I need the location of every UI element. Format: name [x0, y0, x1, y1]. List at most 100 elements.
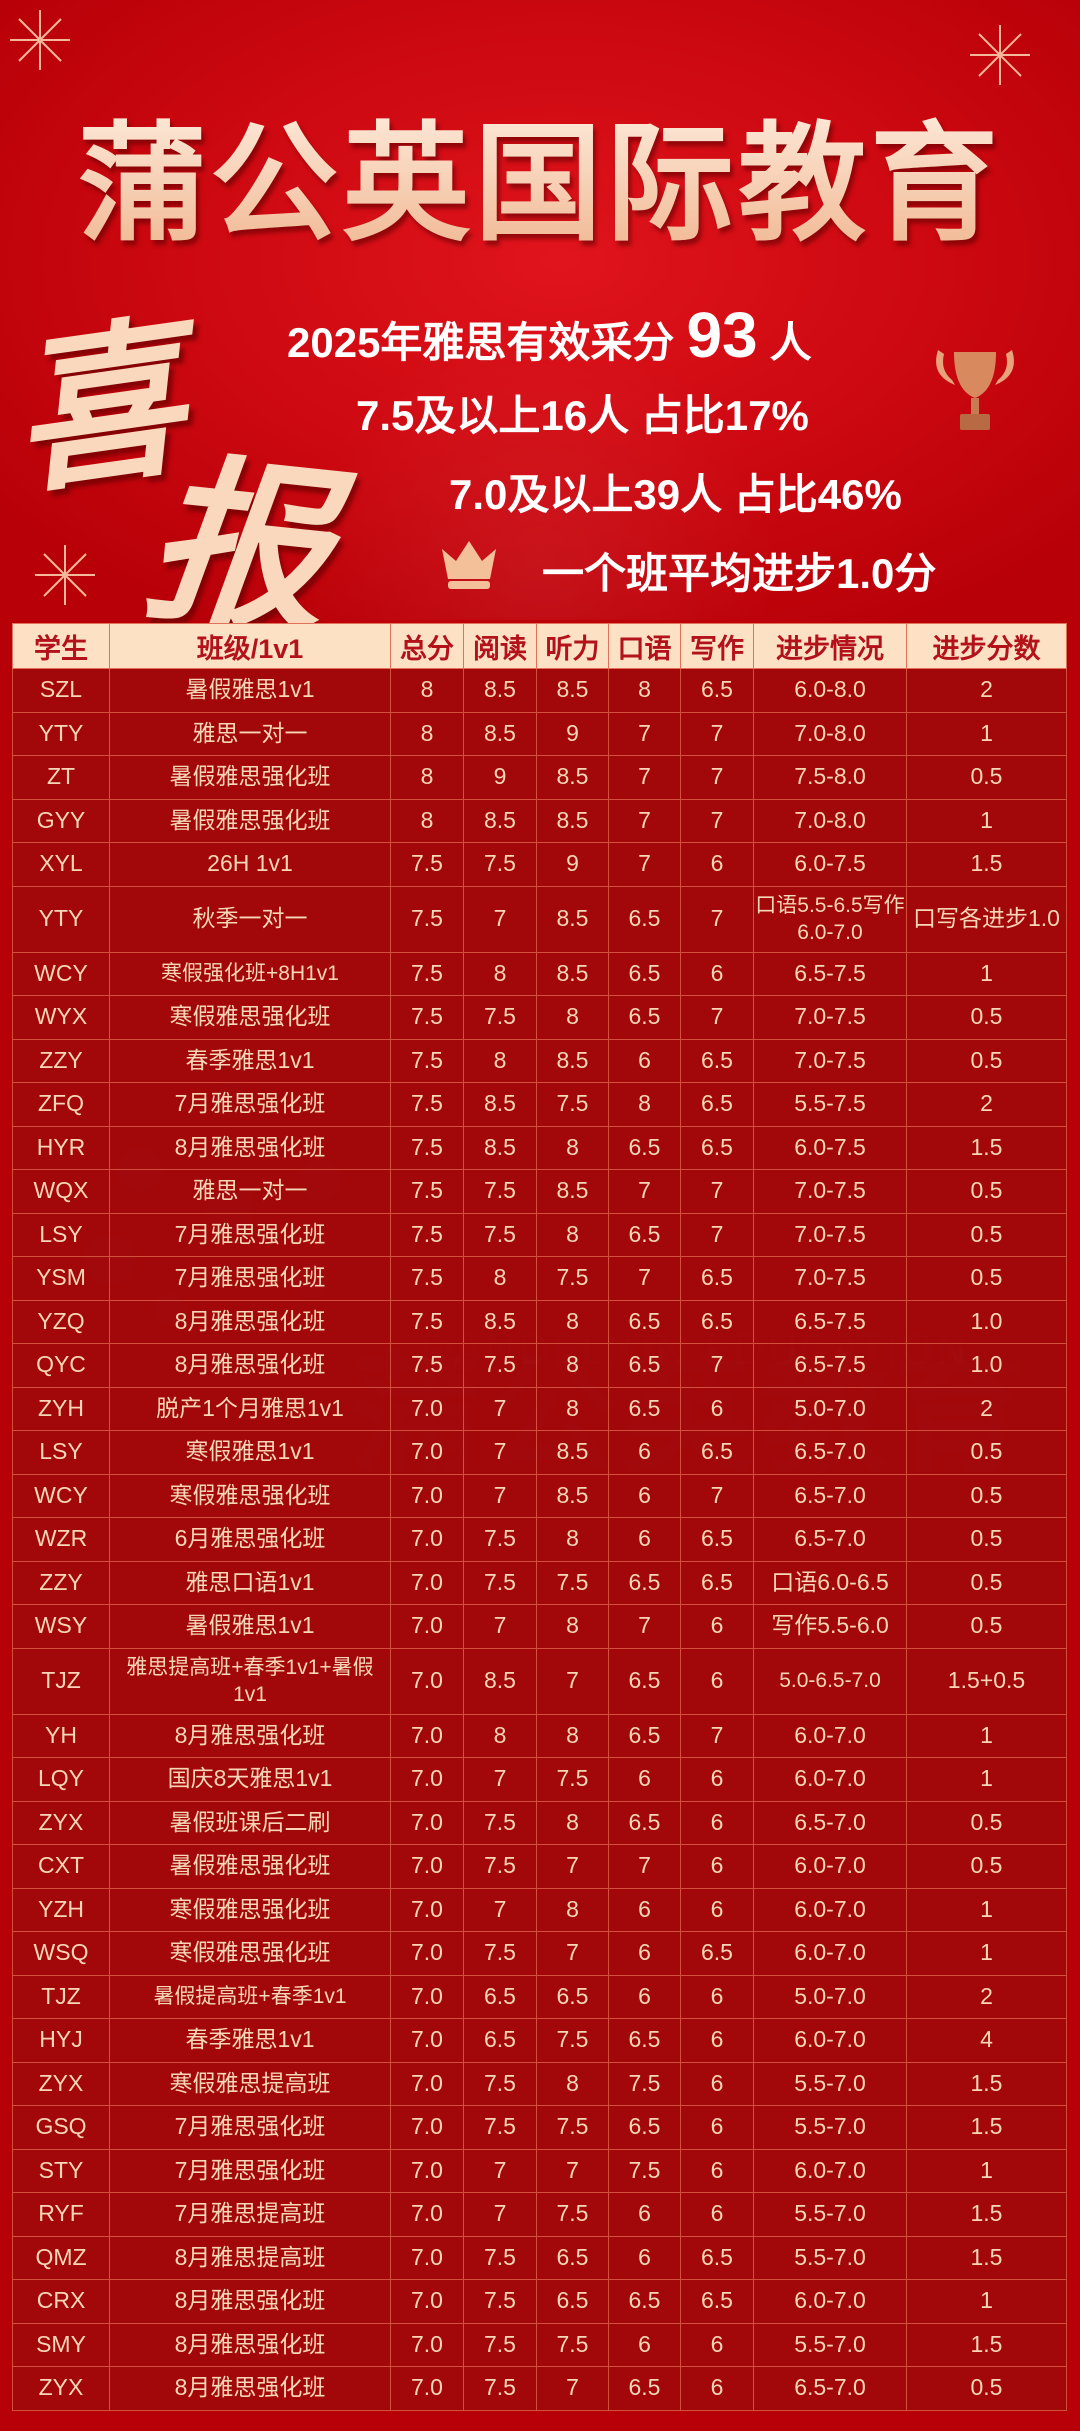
cell-reading: 7	[463, 2192, 537, 2237]
table-row: HYJ 春季雅思1v1 7.0 6.5 7.5 6.5 6 6.0-7.0 4	[12, 2018, 1067, 2063]
cell-speaking: 6	[608, 2322, 681, 2367]
cell-progress-points: 1	[906, 951, 1067, 996]
cell-reading: 7.5	[463, 1844, 537, 1889]
crown-icon	[442, 541, 496, 589]
cell-student: CRX	[12, 2279, 110, 2324]
cell-listening: 7.5	[536, 1082, 609, 1127]
cell-progress-points: 1.5+0.5	[906, 1647, 1067, 1715]
cell-speaking: 6	[608, 1473, 681, 1518]
cell-total: 7.0	[390, 2148, 464, 2193]
cell-total: 7.0	[390, 1604, 464, 1649]
cell-reading: 7.5	[463, 2322, 537, 2367]
cell-reading: 8.5	[463, 711, 537, 756]
cell-class: 8月雅思强化班	[109, 2279, 391, 2324]
cell-class: 26H 1v1	[109, 842, 391, 887]
cell-progress-points: 0.5	[906, 1560, 1067, 1605]
cell-student: GSQ	[12, 2105, 110, 2150]
cell-progress-range: 6.0-7.0	[753, 1757, 907, 1802]
cell-progress-range: 5.5-7.0	[753, 2322, 907, 2367]
cell-writing: 6.5	[680, 1430, 754, 1475]
cell-speaking: 7	[608, 1844, 681, 1889]
trophy-icon	[936, 350, 1014, 430]
cell-student: ZZY	[12, 1038, 110, 1083]
cell-progress-points: 0.5	[906, 1038, 1067, 1083]
cell-writing: 6	[680, 2148, 754, 2193]
cell-writing: 6.5	[680, 2235, 754, 2280]
cell-progress-points: 1	[906, 711, 1067, 756]
cell-listening: 7.5	[536, 1560, 609, 1605]
cell-class: 7月雅思强化班	[109, 1256, 391, 1301]
cell-listening: 7.5	[536, 2105, 609, 2150]
cell-progress-range: 7.0-7.5	[753, 995, 907, 1040]
cell-listening: 8	[536, 1887, 609, 1932]
cell-speaking: 7	[608, 711, 681, 756]
table-row: YZH 寒假雅思强化班 7.0 7 8 6 6 6.0-7.0 1	[12, 1887, 1067, 1932]
cell-class: 暑假雅思强化班	[109, 1844, 391, 1889]
cell-writing: 6.5	[680, 668, 754, 713]
cell-listening: 6.5	[536, 2279, 609, 2324]
table-row: QYC 8月雅思强化班 7.5 7.5 8 6.5 7 6.5-7.5 1.0	[12, 1343, 1067, 1388]
stat-total-prefix: 2025年雅思有效采分	[287, 319, 675, 366]
cell-writing: 6.5	[680, 1299, 754, 1344]
cell-class: 雅思提高班+春季1v1+暑假1v1	[109, 1647, 391, 1715]
cell-speaking: 7	[608, 1256, 681, 1301]
cell-total: 7.5	[390, 1256, 464, 1301]
cell-total: 7.0	[390, 1713, 464, 1758]
cell-class: 7月雅思提高班	[109, 2192, 391, 2237]
cell-reading: 8.5	[463, 798, 537, 843]
cell-progress-points: 2	[906, 1082, 1067, 1127]
cell-student: ZYX	[12, 2366, 110, 2411]
cell-progress-range: 6.0-7.0	[753, 2018, 907, 2063]
cell-listening: 8.5	[536, 1430, 609, 1475]
cell-speaking: 6	[608, 1931, 681, 1976]
cell-reading: 8	[463, 1256, 537, 1301]
cell-progress-points: 1.5	[906, 1125, 1067, 1170]
cell-progress-points: 1	[906, 2148, 1067, 2193]
cell-progress-points: 1	[906, 2279, 1067, 2324]
table-row: ZYX 暑假班课后二刷 7.0 7.5 8 6.5 6 6.5-7.0 0.5	[12, 1800, 1067, 1845]
cell-progress-points: 口写各进步1.0	[906, 885, 1067, 953]
cell-listening: 8.5	[536, 1473, 609, 1518]
cell-class: 雅思一对一	[109, 711, 391, 756]
cell-reading: 7.5	[463, 2366, 537, 2411]
cell-progress-range: 6.5-7.5	[753, 1343, 907, 1388]
column-header-speaking: 口语	[608, 623, 681, 669]
cell-student: WCY	[12, 951, 110, 996]
table-row: WSQ 寒假雅思强化班 7.0 7.5 7 6 6.5 6.0-7.0 1	[12, 1931, 1067, 1976]
cell-speaking: 6	[608, 1517, 681, 1562]
cell-total: 7.5	[390, 1125, 464, 1170]
cell-listening: 7.5	[536, 2018, 609, 2063]
cell-writing: 6.5	[680, 1125, 754, 1170]
column-header-total: 总分	[390, 623, 464, 669]
cell-total: 8	[390, 798, 464, 843]
cell-reading: 7	[463, 1430, 537, 1475]
cell-progress-points: 0.5	[906, 1604, 1067, 1649]
cell-writing: 6.5	[680, 1082, 754, 1127]
firework-icon	[35, 545, 95, 605]
cell-listening: 7.5	[536, 1757, 609, 1802]
cell-writing: 6	[680, 2061, 754, 2106]
cell-reading: 6.5	[463, 2018, 537, 2063]
cell-reading: 7.5	[463, 1517, 537, 1562]
cell-speaking: 8	[608, 668, 681, 713]
table-row: YTY 雅思一对一 8 8.5 9 7 7 7.0-8.0 1	[12, 711, 1067, 756]
cell-progress-points: 0.5	[906, 2366, 1067, 2411]
cell-student: TJZ	[12, 1647, 110, 1715]
cell-student: CXT	[12, 1844, 110, 1889]
cell-student: YTY	[12, 711, 110, 756]
cell-student: TJZ	[12, 1974, 110, 2019]
cell-listening: 8.5	[536, 755, 609, 800]
cell-progress-range: 7.0-7.5	[753, 1256, 907, 1301]
cell-progress-range: 5.5-7.0	[753, 2235, 907, 2280]
table-row: XYL 26H 1v1 7.5 7.5 9 7 6 6.0-7.5 1.5	[12, 842, 1067, 887]
cell-speaking: 6	[608, 1038, 681, 1083]
cell-student: WCY	[12, 1473, 110, 1518]
cell-student: ZYH	[12, 1386, 110, 1431]
cell-class: 寒假雅思强化班	[109, 1887, 391, 1932]
cell-speaking: 6	[608, 2192, 681, 2237]
cell-progress-range: 7.0-7.5	[753, 1169, 907, 1214]
cell-progress-range: 口语5.5-6.5写作6.0-7.0	[753, 885, 907, 953]
cell-writing: 6	[680, 1844, 754, 1889]
cell-progress-points: 0.5	[906, 1517, 1067, 1562]
cell-student: YH	[12, 1713, 110, 1758]
